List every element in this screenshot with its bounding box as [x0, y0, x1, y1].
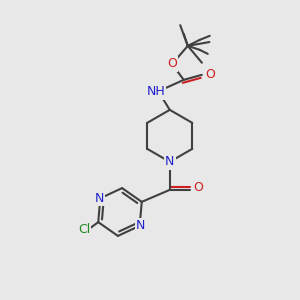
Text: O: O	[205, 68, 215, 81]
Text: N: N	[165, 155, 174, 168]
Text: Cl: Cl	[78, 223, 90, 236]
Text: O: O	[167, 57, 177, 70]
Text: N: N	[165, 155, 174, 168]
Text: O: O	[193, 182, 203, 194]
Text: N: N	[95, 192, 104, 205]
Text: NH: NH	[146, 85, 165, 98]
Text: N: N	[136, 219, 145, 232]
